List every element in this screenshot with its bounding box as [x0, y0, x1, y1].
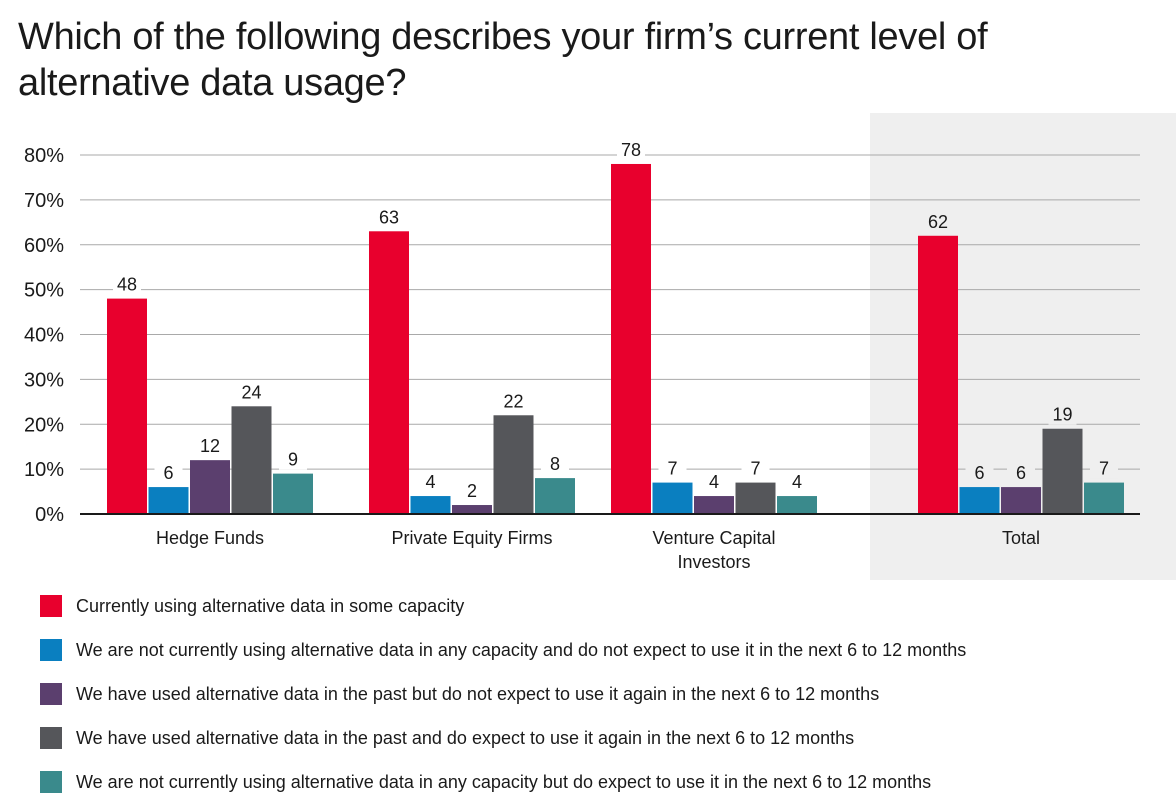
value-label: 2 — [467, 481, 477, 501]
legend-label: We have used alternative data in the pas… — [76, 728, 855, 748]
value-label: 48 — [117, 275, 137, 295]
value-label: 63 — [379, 207, 399, 227]
value-label-bg — [375, 207, 403, 228]
value-label: 19 — [1052, 405, 1072, 425]
value-label-bg — [541, 454, 569, 475]
value-label: 4 — [425, 472, 435, 492]
bar — [493, 415, 534, 514]
value-label-bg — [416, 472, 445, 493]
value-label-bg — [499, 391, 528, 412]
bar — [1001, 487, 1041, 514]
value-label-bg — [1048, 404, 1077, 425]
x-tick-label: Private Equity Firms — [391, 528, 552, 548]
x-tick-label: Hedge Funds — [156, 528, 264, 548]
legend-item: We have used alternative data in the pas… — [40, 716, 1160, 760]
chart-legend: Currently using alternative data in some… — [40, 584, 1160, 804]
legend-label: Currently using alternative data in some… — [76, 596, 465, 616]
value-label: 4 — [792, 472, 802, 492]
bar — [652, 482, 693, 514]
value-label: 8 — [550, 454, 560, 474]
value-label-bg — [458, 481, 486, 502]
bar-chart: 0%10%20%30%40%50%60%70%80%48612249Hedge … — [24, 113, 1176, 580]
value-label-bg — [237, 382, 266, 403]
y-tick-label: 30% — [24, 369, 64, 391]
bar — [1042, 428, 1083, 514]
bar — [231, 406, 272, 514]
value-label-bg — [783, 472, 811, 493]
value-label: 4 — [709, 472, 719, 492]
bar — [452, 505, 492, 514]
bar — [273, 473, 313, 514]
bar — [694, 496, 734, 514]
y-tick-label: 40% — [24, 325, 64, 347]
value-label-bg — [658, 458, 687, 479]
value-label-bg — [1090, 458, 1118, 479]
legend-item: Currently using alternative data in some… — [40, 584, 1160, 628]
legend-label: We have used alternative data in the pas… — [76, 684, 880, 704]
value-label: 7 — [750, 459, 760, 479]
x-tick-label: Venture Capital — [652, 528, 775, 548]
value-label: 6 — [974, 463, 984, 483]
legend-swatch — [40, 595, 62, 617]
bar — [777, 496, 817, 514]
legend-item: We have used alternative data in the pas… — [40, 672, 1160, 716]
legend-swatch — [40, 639, 62, 661]
bar — [1084, 482, 1124, 514]
value-label: 7 — [667, 459, 677, 479]
bar — [410, 496, 451, 514]
value-label-bg — [965, 463, 994, 484]
legend-item: We are not currently using alternative d… — [40, 760, 1160, 804]
x-tick-label: Investors — [677, 552, 750, 572]
value-label: 22 — [503, 391, 523, 411]
bar — [148, 487, 189, 514]
y-tick-label: 20% — [24, 414, 64, 436]
value-label-bg — [154, 463, 183, 484]
y-tick-label: 50% — [24, 280, 64, 302]
value-label-bg — [113, 274, 141, 295]
legend-label: We are not currently using alternative d… — [76, 772, 932, 792]
value-label-bg — [279, 449, 307, 470]
y-tick-label: 70% — [24, 190, 64, 212]
value-label: 12 — [200, 436, 220, 456]
value-label-bg — [617, 139, 645, 160]
bar — [369, 231, 409, 514]
value-label-bg — [741, 458, 770, 479]
value-label-bg — [1007, 463, 1035, 484]
bar — [190, 460, 230, 514]
value-label: 9 — [288, 450, 298, 470]
y-tick-label: 0% — [35, 504, 64, 526]
value-label: 78 — [621, 140, 641, 160]
y-tick-label: 80% — [24, 145, 64, 167]
value-label: 7 — [1099, 459, 1109, 479]
legend-swatch — [40, 727, 62, 749]
bar — [918, 235, 958, 514]
value-label-bg — [196, 436, 224, 457]
value-label: 6 — [163, 463, 173, 483]
legend-swatch — [40, 771, 62, 793]
y-tick-label: 10% — [24, 459, 64, 481]
bar — [735, 482, 776, 514]
value-label: 24 — [241, 382, 261, 402]
value-label-bg — [924, 211, 952, 232]
legend-label: We are not currently using alternative d… — [76, 640, 967, 660]
legend-swatch — [40, 683, 62, 705]
legend-item: We are not currently using alternative d… — [40, 628, 1160, 672]
value-label: 62 — [928, 212, 948, 232]
chart-title: Which of the following describes your fi… — [18, 16, 988, 104]
x-tick-label: Total — [1002, 528, 1040, 548]
value-label: 6 — [1016, 463, 1026, 483]
y-tick-label: 60% — [24, 235, 64, 257]
bar — [959, 487, 1000, 514]
value-label-bg — [700, 472, 728, 493]
bar — [611, 163, 651, 514]
bar — [107, 298, 147, 514]
bar — [535, 478, 575, 514]
